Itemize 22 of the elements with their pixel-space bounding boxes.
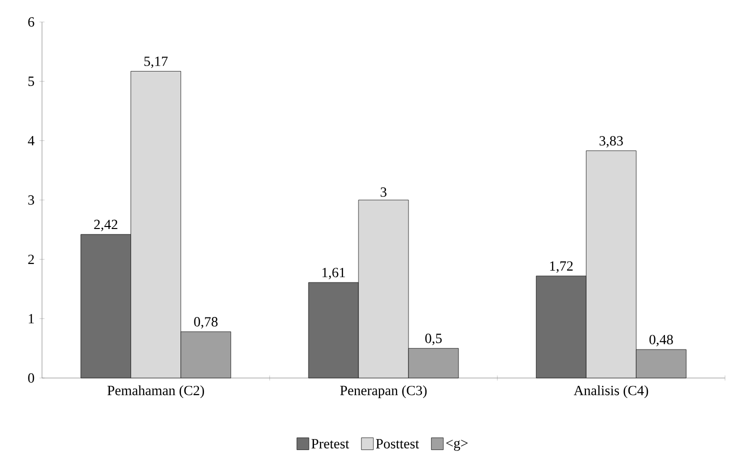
y-tick-label: 6 bbox=[28, 17, 34, 27]
x-tick-label: Penerapan (C3) bbox=[340, 385, 427, 398]
y-tick-label: 1 bbox=[28, 314, 34, 324]
data-label: 0,78 bbox=[194, 317, 218, 329]
data-label: 3 bbox=[380, 187, 386, 197]
data-label: 0,48 bbox=[649, 334, 673, 346]
legend-label: <g> bbox=[446, 440, 468, 451]
data-label: 2,42 bbox=[94, 220, 118, 232]
data-label: 1,72 bbox=[550, 261, 573, 273]
data-label: 1,61 bbox=[322, 268, 345, 280]
y-tick-label: 3 bbox=[28, 195, 34, 205]
data-label: 0,5 bbox=[425, 334, 442, 346]
x-tick-label: Pemahaman (C2) bbox=[107, 385, 204, 398]
legend-label: Posttest bbox=[376, 439, 420, 448]
y-tick-label: 2 bbox=[28, 254, 34, 264]
legend-label: Pretest bbox=[311, 439, 350, 448]
data-label: 5,17 bbox=[144, 56, 168, 68]
y-tick-label: 0 bbox=[28, 373, 34, 383]
x-tick-label: Analisis (C4) bbox=[574, 385, 648, 398]
y-tick-label: 5 bbox=[28, 76, 34, 86]
y-tick-label: 4 bbox=[28, 136, 34, 146]
data-label: 3,83 bbox=[600, 136, 623, 148]
